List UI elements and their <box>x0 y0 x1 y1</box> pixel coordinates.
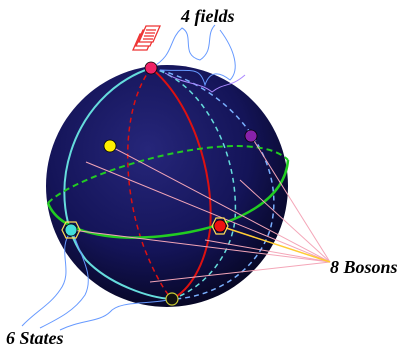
hexagon-marker-right <box>211 217 229 235</box>
fields-label: 4 fields <box>181 6 235 26</box>
hexagon-marker-left <box>61 221 81 239</box>
fields-wire-1 <box>150 24 216 69</box>
purple-point <box>244 129 258 143</box>
red-meridian-back <box>126 67 173 300</box>
fields-wire-2 <box>159 29 236 87</box>
red-meridian-front <box>150 67 212 300</box>
boson-highlight-line <box>219 225 331 263</box>
cyan-meridian-back <box>150 67 237 300</box>
fields-wire-3 <box>164 72 246 93</box>
states-wire-3 <box>59 298 173 331</box>
states-wire-2 <box>39 229 89 329</box>
equator-back <box>47 145 289 204</box>
red-point <box>213 219 227 233</box>
cyan-point <box>64 223 78 237</box>
south-pole-point <box>165 292 179 306</box>
blue-meridian-back <box>150 67 275 300</box>
states-wire-1 <box>21 229 73 327</box>
north-pole-point <box>144 61 158 75</box>
bosons-label: 8 Bosons <box>330 257 398 277</box>
sphere-body <box>46 65 288 307</box>
states-label: 6 States <box>6 328 64 348</box>
yellow-point <box>103 139 117 153</box>
document-stack-icon <box>132 25 161 51</box>
